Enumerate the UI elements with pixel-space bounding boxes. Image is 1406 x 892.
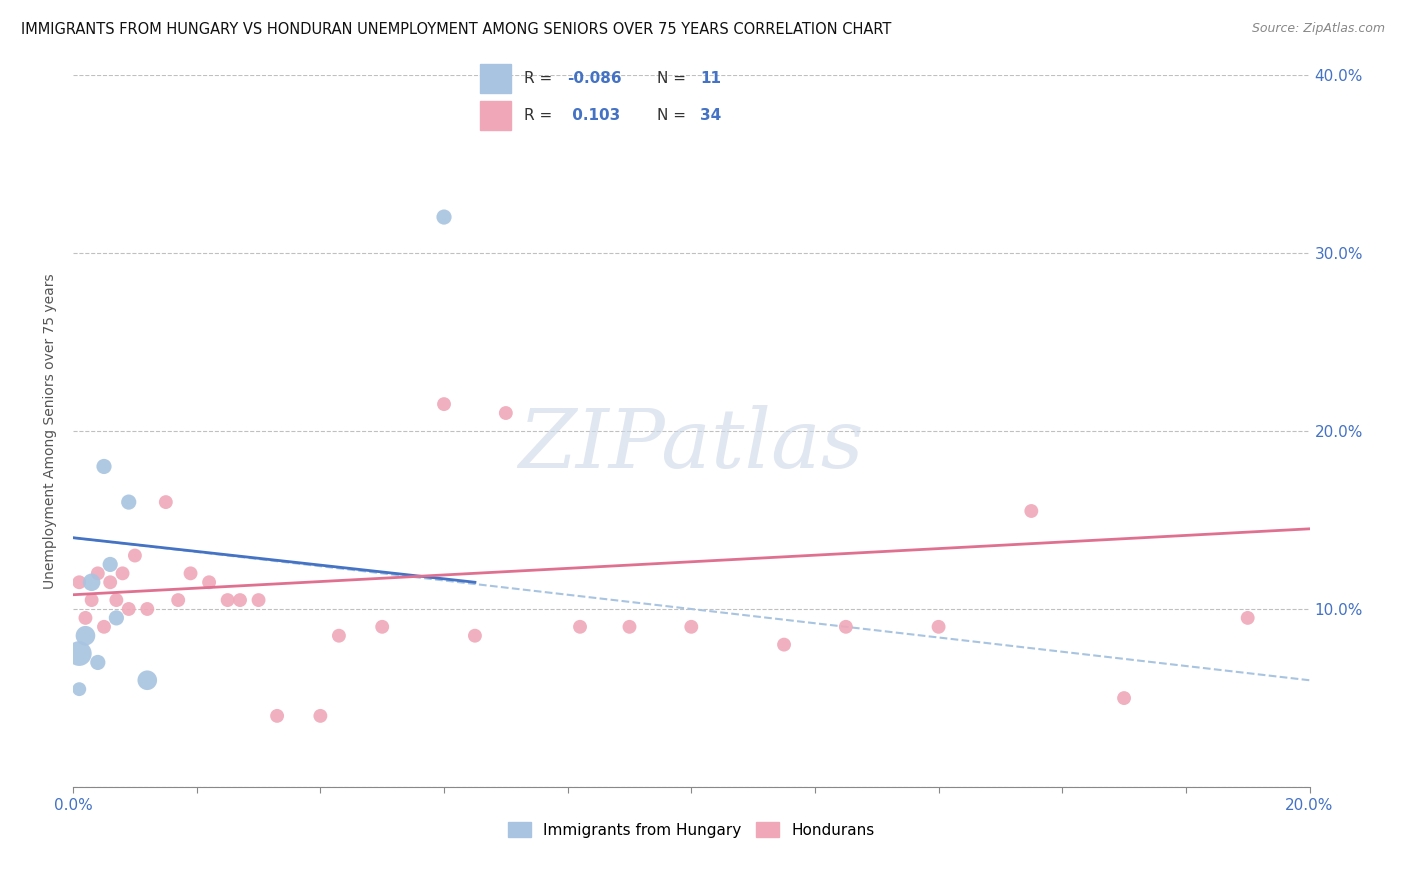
Point [98,558,121,572]
Point [105,611,128,625]
Point [118,495,141,509]
Point [835,620,858,634]
Bar [481,102,512,130]
Point [167,593,190,607]
Text: 11: 11 [700,71,721,87]
Point [681,620,703,634]
Legend: Immigrants from Hungary, Hondurans: Immigrants from Hungary, Hondurans [502,815,882,844]
Text: R =: R = [523,108,557,123]
Text: 34: 34 [700,108,721,123]
Point [180,566,202,581]
Point [371,620,394,634]
Text: N =: N = [657,108,690,123]
Point [80,593,103,607]
Point [67,647,90,661]
Point [247,593,270,607]
Point [98,575,121,590]
Point [87,566,110,581]
Point [569,620,592,634]
Point [93,620,115,634]
Point [266,709,288,723]
Point [155,495,177,509]
Point [124,549,146,563]
Point [87,656,110,670]
Point [105,593,128,607]
Point [198,575,221,590]
Point [433,397,456,411]
Text: R =: R = [523,71,557,87]
Text: N =: N = [657,71,690,87]
Point [118,602,141,616]
Point [75,611,97,625]
Point [67,575,90,590]
Text: IMMIGRANTS FROM HUNGARY VS HONDURAN UNEMPLOYMENT AMONG SENIORS OVER 75 YEARS COR: IMMIGRANTS FROM HUNGARY VS HONDURAN UNEM… [21,22,891,37]
Point [1112,691,1135,706]
Text: 0.103: 0.103 [567,108,620,123]
Point [229,593,252,607]
Point [80,575,103,590]
Point [328,629,350,643]
Point [309,709,332,723]
Bar [481,64,512,94]
Point [67,682,90,697]
Point [93,459,115,474]
Point [136,602,159,616]
Point [111,566,134,581]
Point [495,406,517,420]
Point [619,620,641,634]
Point [433,210,456,224]
Point [1236,611,1258,625]
Point [1021,504,1043,518]
Point [928,620,950,634]
Text: Source: ZipAtlas.com: Source: ZipAtlas.com [1251,22,1385,36]
Point [136,673,159,688]
Text: -0.086: -0.086 [567,71,621,87]
Point [464,629,486,643]
Point [75,629,97,643]
Y-axis label: Unemployment Among Seniors over 75 years: Unemployment Among Seniors over 75 years [44,273,58,589]
Point [773,638,796,652]
Point [217,593,239,607]
Text: ZIPatlas: ZIPatlas [519,405,865,485]
